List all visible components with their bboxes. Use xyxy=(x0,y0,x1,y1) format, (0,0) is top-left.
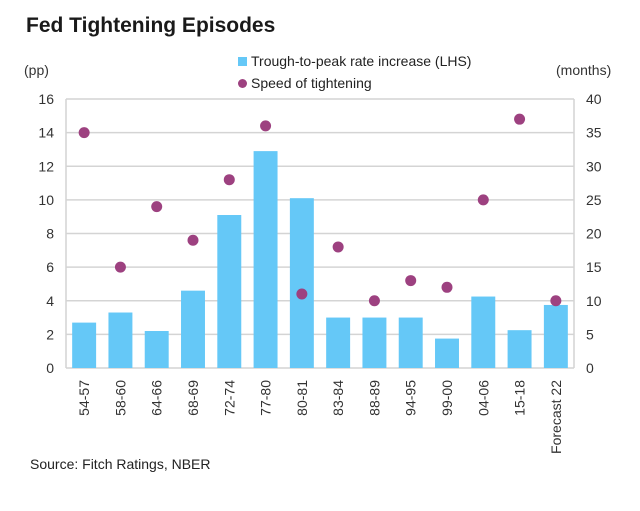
x-axis-tick-label: 72-74 xyxy=(221,380,237,416)
x-axis-tick-label: 77-80 xyxy=(258,380,274,416)
x-axis-tick-label: 64-66 xyxy=(149,380,165,416)
bar xyxy=(507,330,532,368)
bar xyxy=(326,317,351,368)
bar xyxy=(543,304,568,368)
legend-item-dots: Speed of tightening xyxy=(238,72,471,94)
bar xyxy=(144,331,169,368)
x-axis-tick-label: 58-60 xyxy=(112,380,128,416)
chart-title: Fed Tightening Episodes xyxy=(26,14,276,37)
scatter-point xyxy=(441,281,453,293)
left-axis-tick-label: 4 xyxy=(46,293,54,309)
left-axis-tick-label: 2 xyxy=(46,326,54,342)
right-axis-tick-label: 15 xyxy=(586,259,602,275)
bar xyxy=(181,290,205,368)
legend: Trough-to-peak rate increase (LHS) Speed… xyxy=(238,50,471,94)
bar xyxy=(253,151,278,368)
bar xyxy=(435,338,459,368)
x-axis-tick-label: 83-84 xyxy=(330,380,346,416)
left-axis-tick-label: 0 xyxy=(46,360,54,376)
scatter-point xyxy=(550,295,562,307)
x-axis-tick-label: 94-95 xyxy=(403,380,419,416)
source-note: Source: Fitch Ratings, NBER xyxy=(30,456,211,472)
left-axis-tick-label: 6 xyxy=(46,259,54,275)
right-axis-tick-label: 10 xyxy=(586,293,602,309)
x-axis-tick-label: 88-89 xyxy=(366,380,382,416)
bar xyxy=(471,296,496,368)
legend-label-dots: Speed of tightening xyxy=(251,75,372,91)
bar xyxy=(362,317,387,368)
scatter-point xyxy=(187,234,199,246)
left-axis-tick-label: 10 xyxy=(38,192,54,208)
scatter-point xyxy=(296,288,308,300)
right-axis-unit-label: (months) xyxy=(556,62,612,78)
legend-item-bars: Trough-to-peak rate increase (LHS) xyxy=(238,50,471,72)
right-axis-tick-label: 35 xyxy=(586,125,602,141)
legend-label-bars: Trough-to-peak rate increase (LHS) xyxy=(251,53,472,69)
bar xyxy=(217,215,242,368)
x-axis-tick-label: Forecast 22 xyxy=(548,380,564,454)
bar xyxy=(108,312,133,368)
right-axis-tick-label: 20 xyxy=(586,226,602,242)
scatter-point xyxy=(405,275,417,287)
scatter-point xyxy=(477,194,489,206)
x-axis-tick-label: 04-06 xyxy=(475,380,491,416)
x-axis-tick-label: 68-69 xyxy=(185,380,201,416)
right-axis-tick-label: 25 xyxy=(586,192,602,208)
bar xyxy=(398,317,423,368)
left-axis-tick-label: 8 xyxy=(46,226,54,242)
left-axis-tick-label: 12 xyxy=(38,158,54,174)
right-axis-tick-label: 0 xyxy=(586,360,594,376)
legend-dot-swatch-icon xyxy=(238,78,247,88)
left-axis-tick-label: 14 xyxy=(38,125,54,141)
scatter-point xyxy=(151,201,163,213)
right-axis-tick-label: 40 xyxy=(586,91,602,107)
left-axis-tick-label: 16 xyxy=(38,91,54,107)
scatter-point xyxy=(332,241,344,253)
right-axis-tick-label: 30 xyxy=(586,158,602,174)
scatter-point xyxy=(223,174,235,186)
scatter-point xyxy=(78,127,90,139)
x-axis-tick-label: 54-57 xyxy=(76,380,92,416)
scatter-point xyxy=(368,295,380,307)
x-axis-tick-label: 99-00 xyxy=(439,380,455,416)
x-axis-tick-label: 80-81 xyxy=(294,380,310,416)
scatter-point xyxy=(114,261,126,273)
scatter-point xyxy=(260,120,272,132)
bar xyxy=(72,322,97,368)
right-axis-tick-label: 5 xyxy=(586,326,594,342)
left-axis-unit-label: (pp) xyxy=(24,62,49,78)
bar xyxy=(289,198,314,368)
scatter-point xyxy=(514,113,526,125)
legend-bar-swatch-icon xyxy=(238,56,247,66)
x-axis-tick-label: 15-18 xyxy=(512,380,528,416)
